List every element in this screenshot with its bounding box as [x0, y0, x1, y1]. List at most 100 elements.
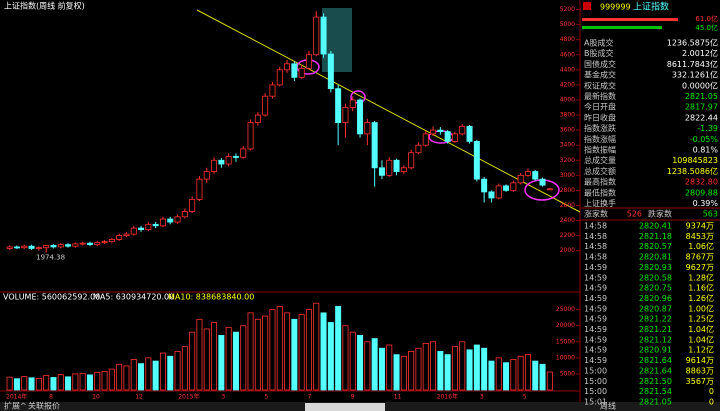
volume-bar — [276, 306, 283, 391]
tick-volume: 9627万 — [686, 263, 714, 272]
candle-body — [400, 167, 407, 172]
volume-bar — [320, 312, 327, 391]
candle-body — [211, 159, 218, 172]
y-tick-label: 3600 — [560, 127, 575, 134]
stat-label: A股成交 — [584, 38, 613, 48]
candle-body — [240, 148, 247, 158]
stat-value: 109845823 — [672, 156, 718, 165]
stat-value: 1236.5875亿 — [667, 38, 718, 48]
candle-body — [524, 171, 531, 176]
volume-bar — [510, 359, 517, 391]
tick-volume: 8863万 — [686, 366, 714, 375]
toolbar[interactable] — [305, 403, 385, 411]
candle-body — [313, 16, 320, 56]
volume-bar — [327, 322, 334, 391]
candle-body — [473, 141, 480, 180]
candle-body — [203, 171, 210, 180]
stat-label: 最低指数 — [584, 187, 616, 197]
volume-bar — [21, 376, 28, 391]
candle-body — [291, 63, 298, 78]
volume-bar — [371, 338, 378, 391]
bar — [582, 18, 678, 21]
tick-time: 14:59 — [584, 356, 607, 365]
candle-body — [94, 242, 101, 246]
y-tick-label: 4000 — [560, 96, 575, 103]
volume-bar — [57, 374, 64, 391]
volume-bar — [466, 349, 473, 391]
footer-tab[interactable]: 关联报价 — [28, 401, 60, 411]
stat-label: 权证成交 — [584, 80, 616, 90]
tick-volume: 1.04亿 — [688, 334, 714, 344]
ma10-title: MA10: 838683840.00 — [168, 293, 254, 302]
volume-bar — [451, 346, 458, 391]
volume-bar — [262, 315, 269, 391]
candle-body — [6, 246, 13, 249]
volume-bar — [364, 341, 371, 391]
volume-bar — [13, 378, 20, 391]
volume-bar — [196, 318, 203, 391]
tick-price: 2821.18 — [639, 232, 672, 241]
v-tick-label: 10000 — [556, 354, 575, 361]
volume-bar — [35, 378, 42, 391]
candle-body — [276, 69, 283, 86]
stat-label: 国债成交 — [584, 59, 616, 69]
candle-body — [225, 156, 232, 165]
y-tick-label: 4200 — [560, 81, 575, 88]
tick-time: 14:59 — [584, 304, 607, 313]
y-tick-label: 2000 — [560, 247, 575, 254]
tick-volume: 1.00亿 — [688, 303, 714, 313]
tick-time: 14:59 — [584, 325, 607, 334]
candle-body — [167, 218, 174, 223]
tick-time: 15:00 — [584, 366, 607, 375]
footer-tab[interactable]: 扩展^ — [4, 401, 27, 411]
candle-body — [510, 182, 517, 191]
y-tick-label: 3200 — [560, 157, 575, 164]
candle-body — [79, 242, 86, 245]
volume-bar — [378, 347, 385, 391]
volume-bar — [298, 314, 305, 391]
tick-time: 14:59 — [584, 263, 607, 272]
bar-label: 61.0亿 — [695, 14, 718, 23]
volume-bar — [203, 328, 210, 391]
y-tick-label: 5200 — [560, 6, 575, 13]
candle-body — [130, 227, 137, 235]
volume-bar — [240, 325, 247, 391]
blur-patch — [322, 8, 352, 72]
x-tick-label: 12 — [135, 394, 143, 401]
candle-body — [145, 223, 152, 230]
stat-label: 总成交额 — [584, 166, 616, 176]
tick-price: 2821.64 — [639, 356, 672, 365]
low-label: 1974.38 — [36, 254, 65, 262]
candle-body — [451, 133, 458, 142]
footer-period[interactable]: 周线 — [600, 401, 616, 411]
badge — [583, 2, 591, 10]
tick-volume: 8453万 — [686, 232, 714, 241]
tick-price: 2820.96 — [639, 294, 672, 303]
x-tick-label: 3 — [480, 394, 484, 401]
candle-body — [43, 245, 50, 249]
candle-body — [517, 174, 524, 184]
candle-body — [342, 107, 349, 123]
tick-volume: 3567万 — [686, 377, 714, 386]
candle-body — [174, 216, 181, 223]
volume-bar — [108, 368, 115, 391]
candle-body — [298, 67, 305, 78]
volume-bar — [167, 355, 174, 391]
tick-price: 2820.57 — [639, 242, 672, 251]
window-title: 上证指数(周线 前复权) — [4, 1, 85, 11]
x-tick-label: 5 — [264, 394, 268, 401]
candle-body — [378, 167, 385, 176]
stat-label: 上证换手 — [584, 198, 616, 208]
tick-volume: 1.16亿 — [688, 283, 714, 293]
tick-volume: 0 — [709, 387, 714, 396]
candle-body — [466, 125, 473, 142]
stat-value: 2821.05 — [685, 92, 718, 101]
volume-bar — [386, 344, 393, 391]
tick-price: 2821.05 — [639, 397, 672, 406]
candle-body — [422, 133, 429, 146]
candle-body — [86, 242, 93, 246]
candle-body — [481, 178, 488, 193]
candle-body — [189, 199, 196, 212]
volume-bar — [342, 325, 349, 391]
candle-body — [138, 227, 145, 230]
